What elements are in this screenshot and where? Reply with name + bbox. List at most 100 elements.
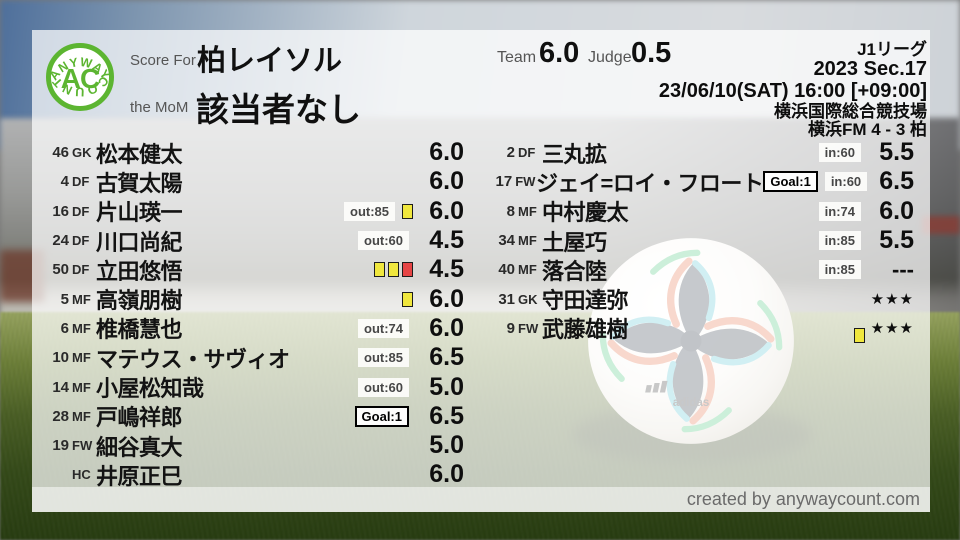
player-position: FW [518,320,539,336]
yellow-card-icon [374,262,385,278]
goal-badge: Goal:1 [763,171,818,193]
player-number: 10 [52,349,69,367]
player-position: MF [518,262,537,278]
player-number: 8 [506,202,515,220]
player-number: 19 [52,437,69,455]
player-name: 戸嶋祥郎 [96,405,183,431]
venue-name: 横浜国際総合競技場 [774,101,927,121]
player-name: 松本健太 [96,141,183,167]
score-panel-overlay [32,30,930,512]
player-number: 17 [495,173,513,191]
player-position: HC [72,467,91,483]
substitution-badge: out:60 [358,377,409,397]
player-name: 川口尚紀 [96,229,183,255]
player-score: 6.0 [429,167,464,196]
credit-bar: created by anywaycount.com [32,487,930,512]
player-score: 6.0 [429,196,464,225]
team-score-value: 6.0 [539,37,580,69]
player-name: 武藤雄樹 [542,317,629,343]
player-name: 小屋松知哉 [96,376,204,402]
substitution-badge: in:74 [818,201,861,221]
player-number: 50 [52,261,69,279]
player-score: ★★★ [870,320,914,338]
substitution-badge: out:85 [358,348,409,368]
player-score: 6.0 [429,138,464,167]
player-score: 6.5 [879,167,914,196]
player-number: 5 [60,290,69,308]
player-position: DF [72,174,90,190]
mom-label: the MoM [130,99,189,116]
player-number: 31 [498,290,515,308]
goal-badge: Goal:1 [354,405,409,427]
player-score: 6.0 [429,313,464,342]
player-name: 井原正巳 [96,463,183,489]
player-row: 31 GK 守田達弥 ★★★ [494,284,914,313]
substitution-badge: out:85 [344,201,395,221]
player-position: MF [72,291,91,307]
anywaycount-logo: ANYWAY COUNT AC [46,43,114,111]
player-number: 4 [60,173,69,191]
judge-score-label: Judge [588,49,632,66]
player-row: HC 井原正巳 6.0 [32,460,464,489]
player-position: FW [72,438,93,454]
player-name: 土屋巧 [542,229,607,255]
player-row: 40 MF 落合陸 in:85 --- [494,255,914,284]
player-name: 椎橋慧也 [96,317,183,343]
player-position: GK [72,145,92,161]
substitution-badge: in:85 [818,260,861,280]
yellow-card-icon [388,262,399,278]
player-name: 古賀太陽 [96,170,183,196]
player-score: 5.0 [429,372,464,401]
substitution-badge: out:60 [358,231,409,251]
player-score: 6.5 [429,401,464,430]
player-position: FW [515,174,536,190]
substitution-badge: in:60 [824,172,868,192]
player-row: 16 DF 片山瑛一 out:85 6.0 [32,197,464,226]
player-number: 14 [52,378,69,396]
player-name: 三丸拡 [542,141,607,167]
mom-value: 該当者なし [196,91,361,128]
yellow-card-icon [402,203,413,219]
player-number: 6 [60,319,69,337]
player-row: 17 FW ジェイ=ロイ・フロート Goal:1 in:60 6.5 [494,167,915,196]
team-score-label: Team [497,49,537,66]
player-name: ジェイ=ロイ・フロート [535,170,764,196]
player-name: 高嶺朋樹 [96,288,183,314]
player-position: MF [518,233,537,249]
player-number: 2 [506,144,515,162]
player-row: 19 FW 細谷真大 5.0 [32,431,464,460]
right-column: 2 DF 三丸拡 in:60 5.5 17 FW ジェイ=ロイ・フロート Goal:1 in:60… [494,138,914,343]
player-row: 14 MF 小屋松知哉 out:60 5.0 [32,372,464,402]
player-name: 守田達弥 [542,288,629,314]
player-row: 46 GK 松本健太 6.0 [32,138,464,167]
player-score: 6.0 [879,196,914,225]
substitution-badge: out:74 [358,318,409,338]
season-section: 2023 Sec.17 [813,58,927,81]
player-row: 4 DF 古賀太陽 6.0 [32,167,464,196]
team-name: 柏レイソル [197,45,343,77]
substitution-badge: in:85 [818,231,861,251]
player-score: 5.5 [879,138,914,167]
player-number: 16 [52,202,69,220]
league-name: J1リーグ [857,40,927,59]
player-score: 5.5 [879,226,914,255]
player-position: MF [72,350,91,366]
player-row: 34 MF 土屋巧 in:85 5.5 [494,226,914,255]
match-info-block: J1リーグ 2023 Sec.17 23/06/10(SAT) 16:00 [+… [658,40,927,139]
player-position: DF [518,145,536,161]
red-card-icon [402,262,413,278]
player-row: 9 FW 武藤雄樹 ★★★ [494,314,914,343]
player-row: 24 DF 川口尚紀 out:60 4.5 [32,226,464,255]
player-score: 5.0 [429,431,464,460]
match-datetime: 23/06/10(SAT) 16:00 [+09:00] [658,79,927,102]
player-position: DF [72,262,90,278]
player-position: GK [518,291,538,307]
left-column: 46 GK 松本健太 6.0 4 DF 古賀太陽 6.0 16 DF 片山瑛一 out:85 6.0 24… [32,138,464,490]
player-row: 50 DF 立田悠悟 4.5 [32,255,464,284]
logo-ac-text: AC [61,63,100,94]
player-score: --- [892,256,914,282]
player-row: 28 MF 戸嶋祥郎 Goal:1 6.5 [32,402,464,431]
player-name: マテウス・サヴィオ [96,346,290,372]
player-score: 4.5 [429,226,464,255]
player-row: 6 MF 椎橋慧也 out:74 6.0 [32,314,464,343]
